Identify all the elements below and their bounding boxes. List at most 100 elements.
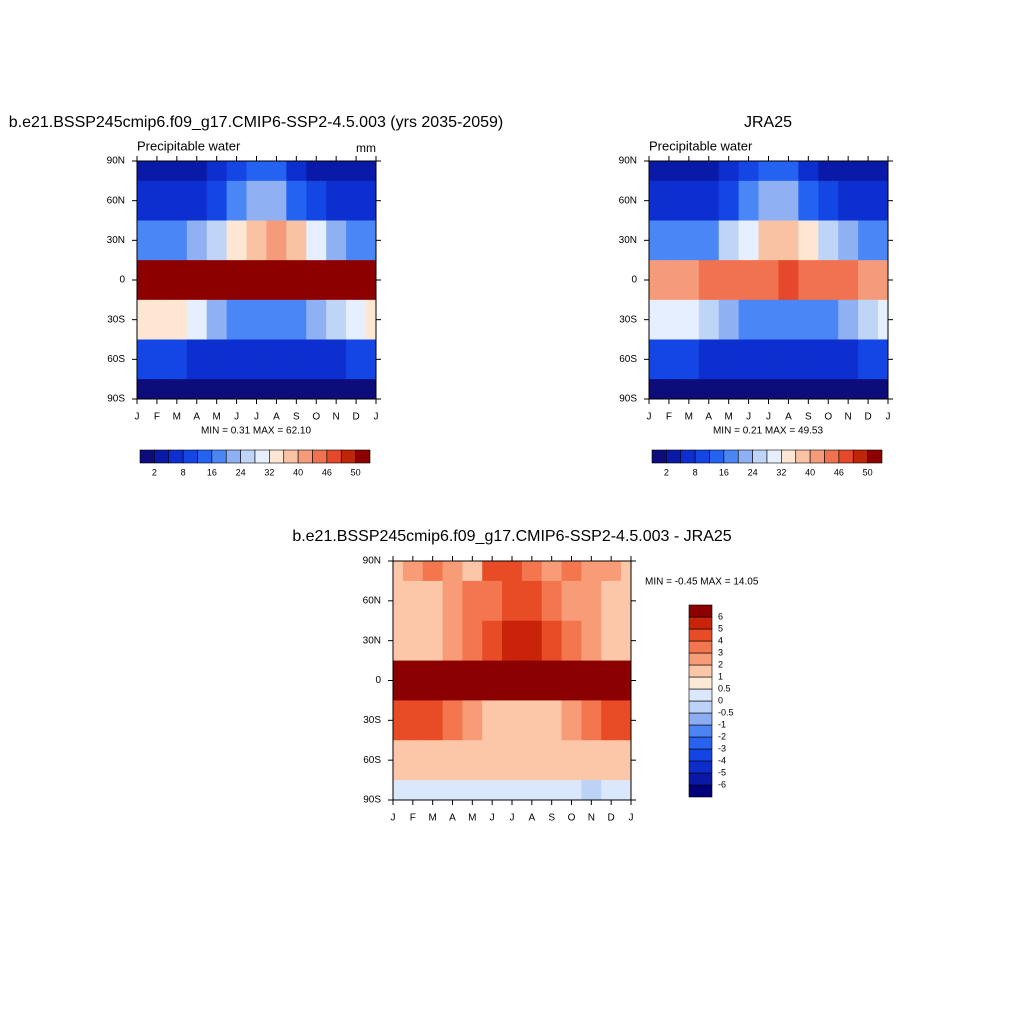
contour-cell	[521, 780, 543, 801]
contour-cell	[482, 620, 503, 662]
x-tick-label: N	[333, 412, 340, 423]
colorbar-box	[688, 760, 713, 774]
contour-cell	[246, 220, 267, 261]
x-tick-label: J	[391, 813, 396, 824]
contour-cell	[422, 580, 444, 622]
chart-title: b.e21.BSSP245cmip6.f09_g17.CMIP6-SSP2-4.…	[9, 114, 504, 131]
contour-cell	[601, 780, 622, 801]
contour-cell	[541, 660, 563, 701]
contour-cell	[718, 180, 740, 221]
x-tick-label: S	[805, 412, 812, 423]
colorbar-box	[688, 736, 713, 750]
contour-cell	[818, 260, 839, 301]
y-tick-label: 30S	[363, 715, 381, 726]
contour-cell	[266, 379, 287, 400]
contour-cell	[286, 299, 307, 340]
contour-cell	[422, 660, 444, 701]
contour-cell	[738, 339, 760, 380]
contour-cell	[266, 299, 287, 340]
contour-cell	[186, 220, 208, 261]
contour-cell	[678, 339, 700, 380]
contour-cell	[366, 260, 377, 301]
colorbar-label: -2	[718, 731, 726, 741]
colorbar-box	[197, 449, 213, 464]
contour-cell	[818, 180, 839, 221]
contour-cell	[346, 161, 367, 182]
contour-cell	[541, 700, 563, 741]
colorbar-label: 46	[834, 467, 844, 477]
contour-cell	[226, 180, 248, 221]
contour-cell	[838, 339, 859, 380]
contour-cell	[601, 740, 622, 781]
contour-cell	[601, 700, 622, 741]
contour-cell	[422, 700, 444, 741]
x-tick-label: N	[588, 813, 595, 824]
y-tick-label: 60S	[107, 354, 125, 365]
x-tick-label: J	[254, 412, 259, 423]
y-tick-label: 30N	[619, 235, 637, 246]
contour-cell	[581, 740, 602, 781]
colorbar-label: 40	[805, 467, 815, 477]
contour-cell	[698, 161, 720, 182]
contour-cell	[758, 379, 779, 400]
contour-cell	[442, 660, 463, 701]
contour-cell	[346, 220, 367, 261]
colorbar-label: 3	[718, 647, 723, 657]
x-tick-label: M	[685, 412, 693, 423]
y-tick-label: 90S	[363, 795, 381, 806]
contour-cell	[137, 180, 148, 221]
contour-cell	[678, 260, 700, 301]
contour-cell	[581, 700, 602, 741]
y-tick-label: 60N	[363, 595, 381, 606]
x-tick-label: M	[173, 412, 181, 423]
colorbar-label: 8	[693, 467, 698, 477]
colorbar-box	[666, 449, 682, 464]
colorbar-box	[355, 449, 371, 464]
x-tick-label: F	[410, 813, 416, 824]
colorbar-label: 40	[293, 467, 303, 477]
contour-cell	[521, 660, 543, 701]
contour-cell	[366, 379, 377, 400]
contour-cell	[366, 161, 377, 182]
contour-cell	[698, 220, 720, 261]
contour-cell	[718, 220, 740, 261]
contour-cell	[878, 379, 889, 400]
contour-cell	[818, 379, 839, 400]
colorbar-box	[688, 616, 713, 630]
colorbar-box	[651, 449, 667, 464]
x-tick-label: M	[212, 412, 220, 423]
contour-cell	[561, 660, 582, 701]
contour-cell	[306, 339, 327, 380]
contour-cell	[658, 260, 680, 301]
contour-cell	[561, 740, 582, 781]
contour-cell	[658, 379, 680, 400]
contour-cell	[541, 740, 563, 781]
y-tick-label: 60S	[363, 755, 381, 766]
contour-cell	[858, 220, 879, 261]
contour-cell	[541, 780, 563, 801]
contour-cell	[137, 379, 148, 400]
contour-cell	[521, 561, 543, 582]
contour-cell	[621, 561, 632, 582]
stats: MIN = -0.45 MAX = 14.05	[645, 577, 759, 588]
y-tick-label: 30S	[619, 314, 637, 325]
contour-cell	[758, 299, 779, 340]
contour-cell	[798, 379, 819, 400]
colorbar-label: 5	[718, 623, 723, 633]
contour-cell	[621, 580, 632, 622]
contour-cell	[146, 339, 168, 380]
contour-cell	[838, 379, 859, 400]
contour-cell	[818, 299, 839, 340]
contour-cell	[206, 379, 228, 400]
colorbar-box	[781, 449, 797, 464]
x-tick-label: S	[293, 412, 300, 423]
contour-cell	[462, 561, 483, 582]
contour-cell	[738, 161, 760, 182]
contour-cell	[502, 561, 523, 582]
contour-cell	[649, 180, 660, 221]
colorbar-label: 16	[207, 467, 217, 477]
x-tick-label: O	[312, 412, 320, 423]
contour-cell	[166, 339, 188, 380]
contour-cell	[738, 180, 760, 221]
